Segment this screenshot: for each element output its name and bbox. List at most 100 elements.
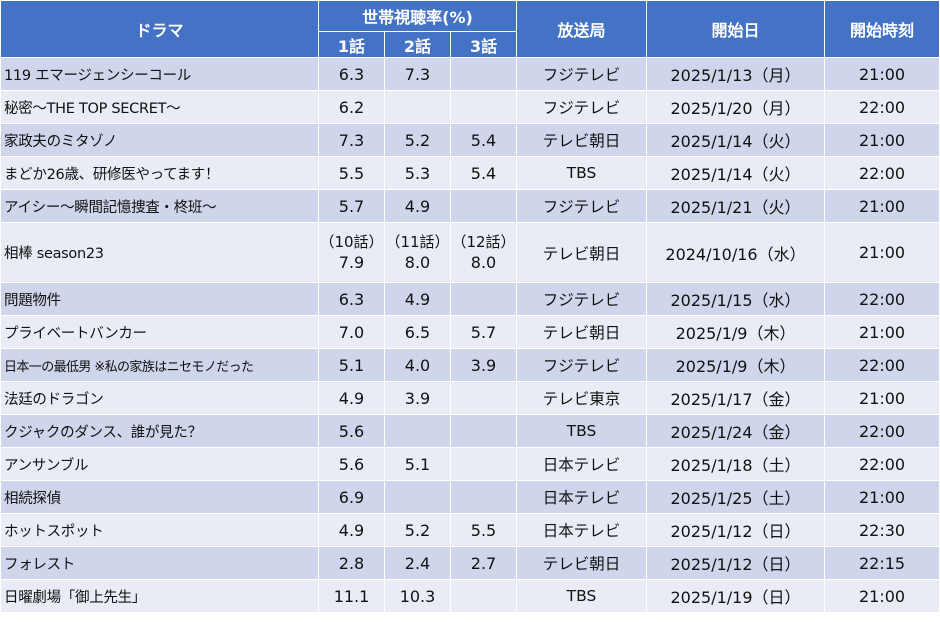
station: 日本テレビ <box>516 513 648 547</box>
table-row: 秘密〜THE TOP SECRET〜 6.2 フジテレビ 2025/1/20（月… <box>0 90 940 124</box>
start-time: 21:00 <box>824 579 940 613</box>
table-row: 法廷のドラゴン 4.9 3.9 テレビ東京 2025/1/17（金） 21:00 <box>0 381 940 415</box>
rating-ep2 <box>384 414 451 448</box>
station: フジテレビ <box>516 282 648 316</box>
rating-ep3: （12話） 8.0 <box>449 222 518 283</box>
drama-title: クジャクのダンス、誰が見た？ <box>0 414 319 448</box>
table-row: 相続探偵 6.9 日本テレビ 2025/1/25（土） 21:00 <box>0 480 940 514</box>
start-time: 21:00 <box>824 381 940 415</box>
rating-value: 7.9 <box>338 252 365 272</box>
start-time: 22:15 <box>824 546 940 580</box>
header-ep3: 3話 <box>449 31 518 58</box>
rating-ep3: 5.4 <box>449 123 518 157</box>
rating-ep3: 2.7 <box>449 546 518 580</box>
rating-ep3 <box>449 282 518 316</box>
station: テレビ朝日 <box>516 315 648 349</box>
table-row: 問題物件 6.3 4.9 フジテレビ 2025/1/15（水） 22:00 <box>0 282 940 316</box>
start-time: 22:00 <box>824 348 940 382</box>
rating-ep2: 5.2 <box>384 513 451 547</box>
rating-ep2: 5.3 <box>384 156 451 190</box>
rating-ep1: 6.3 <box>318 57 385 91</box>
rating-ep1: 5.7 <box>318 189 385 223</box>
start-time: 22:00 <box>824 156 940 190</box>
drama-title: 日本一の最低男 ※私の家族はニセモノだった <box>0 348 319 382</box>
rating-ep3 <box>449 480 518 514</box>
station: フジテレビ <box>516 57 648 91</box>
drama-title: 家政夫のミタゾノ <box>0 123 319 157</box>
rating-ep1: 5.6 <box>318 447 385 481</box>
rating-ep3: 5.7 <box>449 315 518 349</box>
rating-ep3 <box>449 381 518 415</box>
rating-ep1: 4.9 <box>318 513 385 547</box>
rating-ep1: 4.9 <box>318 381 385 415</box>
rating-ep2: 4.0 <box>384 348 451 382</box>
rating-ep1: 6.2 <box>318 90 385 124</box>
station: テレビ東京 <box>516 381 648 415</box>
start-time: 22:00 <box>824 414 940 448</box>
start-time: 21:00 <box>824 57 940 91</box>
station: TBS <box>516 414 648 448</box>
table-row: プライベートバンカー 7.0 6.5 5.7 テレビ朝日 2025/1/9（木）… <box>0 315 940 349</box>
rating-ep3 <box>449 90 518 124</box>
rating-ep3: 5.4 <box>449 156 518 190</box>
table-row: まどか26歳、研修医やってます！ 5.5 5.3 5.4 TBS 2025/1/… <box>0 156 940 190</box>
station: TBS <box>516 579 648 613</box>
start-date: 2025/1/24（金） <box>646 414 826 448</box>
table-row: 家政夫のミタゾノ 7.3 5.2 5.4 テレビ朝日 2025/1/14（火） … <box>0 123 940 157</box>
station: 日本テレビ <box>516 447 648 481</box>
table-row: アイシー〜瞬間記憶捜査・柊班〜 5.7 4.9 フジテレビ 2025/1/21（… <box>0 189 940 223</box>
start-date: 2025/1/9（木） <box>646 348 826 382</box>
rating-ep2: 6.5 <box>384 315 451 349</box>
rating-ep2: 5.2 <box>384 123 451 157</box>
table-row: 相棒 season23 （10話） 7.9 （11話） 8.0 （12話） 8.… <box>0 222 940 283</box>
drama-title: 119 エマージェンシーコール <box>0 57 319 91</box>
header-start-time: 開始時刻 <box>824 0 940 58</box>
drama-title: アンサンブル <box>0 447 319 481</box>
start-time: 22:30 <box>824 513 940 547</box>
rating-ep2: 4.9 <box>384 189 451 223</box>
start-date: 2024/10/16（水） <box>646 222 826 283</box>
station: テレビ朝日 <box>516 546 648 580</box>
start-time: 22:00 <box>824 447 940 481</box>
drama-title: ホットスポット <box>0 513 319 547</box>
start-date: 2025/1/13（月） <box>646 57 826 91</box>
table-header: ドラマ 世帯視聴率(%) 放送局 開始日 開始時刻 1話 2話 3話 <box>0 0 940 58</box>
rating-ep2: （11話） 8.0 <box>384 222 451 283</box>
rating-ep2: 7.3 <box>384 57 451 91</box>
start-date: 2025/1/14（火） <box>646 156 826 190</box>
station: フジテレビ <box>516 90 648 124</box>
rating-ep3 <box>449 579 518 613</box>
start-date: 2025/1/21（火） <box>646 189 826 223</box>
header-drama: ドラマ <box>0 0 319 58</box>
header-ep2: 2話 <box>384 31 451 58</box>
start-date: 2025/1/15（水） <box>646 282 826 316</box>
episode-number-label: （11話） <box>385 232 450 251</box>
episode-number-label: （12話） <box>451 232 516 251</box>
start-date: 2025/1/18（土） <box>646 447 826 481</box>
start-time: 21:00 <box>824 315 940 349</box>
station: フジテレビ <box>516 348 648 382</box>
table-row: フォレスト 2.8 2.4 2.7 テレビ朝日 2025/1/12（日） 22:… <box>0 546 940 580</box>
drama-title: 相続探偵 <box>0 480 319 514</box>
start-time: 21:00 <box>824 222 940 283</box>
episode-number-label: （10話） <box>319 232 384 251</box>
rating-ep2 <box>384 90 451 124</box>
table-row: ホットスポット 4.9 5.2 5.5 日本テレビ 2025/1/12（日） 2… <box>0 513 940 547</box>
header-rating-group: 世帯視聴率(%) <box>317 0 518 32</box>
drama-title: まどか26歳、研修医やってます！ <box>0 156 319 190</box>
table-body: 119 エマージェンシーコール 6.3 7.3 フジテレビ 2025/1/13（… <box>0 57 940 613</box>
table-row: 日本一の最低男 ※私の家族はニセモノだった 5.1 4.0 3.9 フジテレビ … <box>0 348 940 382</box>
rating-ep3: 5.5 <box>449 513 518 547</box>
start-date: 2025/1/9（木） <box>646 315 826 349</box>
start-time: 21:00 <box>824 123 940 157</box>
start-date: 2025/1/25（土） <box>646 480 826 514</box>
rating-ep3: 3.9 <box>449 348 518 382</box>
drama-title: フォレスト <box>0 546 319 580</box>
start-time: 22:00 <box>824 282 940 316</box>
table-row: クジャクのダンス、誰が見た？ 5.6 TBS 2025/1/24（金） 22:0… <box>0 414 940 448</box>
drama-title: アイシー〜瞬間記憶捜査・柊班〜 <box>0 189 319 223</box>
rating-ep1: 5.5 <box>318 156 385 190</box>
rating-ep2: 5.1 <box>384 447 451 481</box>
station: テレビ朝日 <box>516 222 648 283</box>
